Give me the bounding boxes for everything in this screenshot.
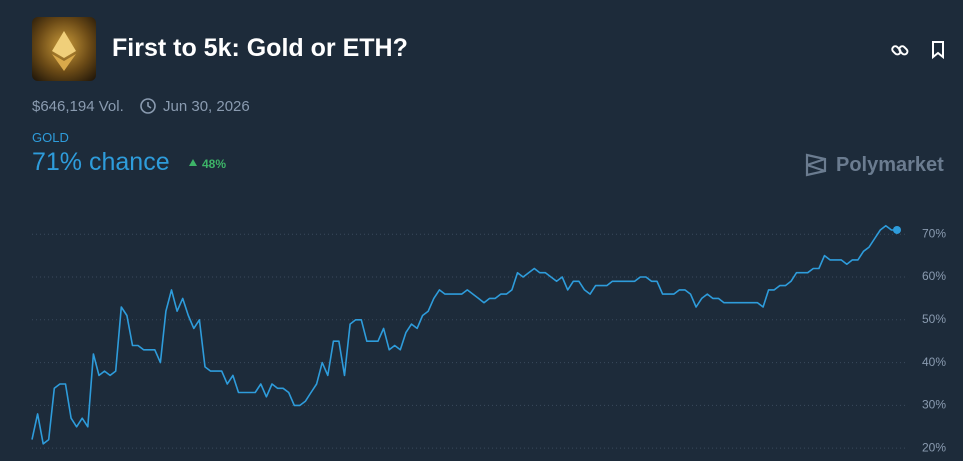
market-title: First to 5k: Gold or ETH? — [112, 34, 408, 62]
y-tick-label: 20% — [922, 440, 946, 454]
bookmark-button[interactable] — [930, 40, 946, 60]
y-tick-label: 70% — [922, 226, 946, 240]
last-point — [893, 225, 901, 234]
market-thumbnail — [32, 17, 96, 81]
y-tick-label: 50% — [922, 312, 946, 326]
brand: Polymarket — [836, 154, 944, 176]
outcome-label: GOLD — [32, 130, 69, 145]
eth-icon — [52, 31, 76, 71]
up-arrow — [189, 159, 197, 166]
chance: 71% chance — [32, 148, 170, 176]
clock-icon — [140, 98, 156, 114]
price-line — [31, 224, 897, 445]
y-tick-label: 30% — [922, 398, 946, 412]
y-tick-label: 40% — [922, 355, 946, 369]
change: 48% — [202, 157, 227, 171]
link-button[interactable] — [890, 40, 910, 60]
volume: $646,194 Vol. — [32, 98, 124, 115]
y-tick-label: 60% — [922, 269, 946, 283]
end-date: Jun 30, 2026 — [163, 98, 250, 115]
brand-logo — [805, 153, 827, 177]
